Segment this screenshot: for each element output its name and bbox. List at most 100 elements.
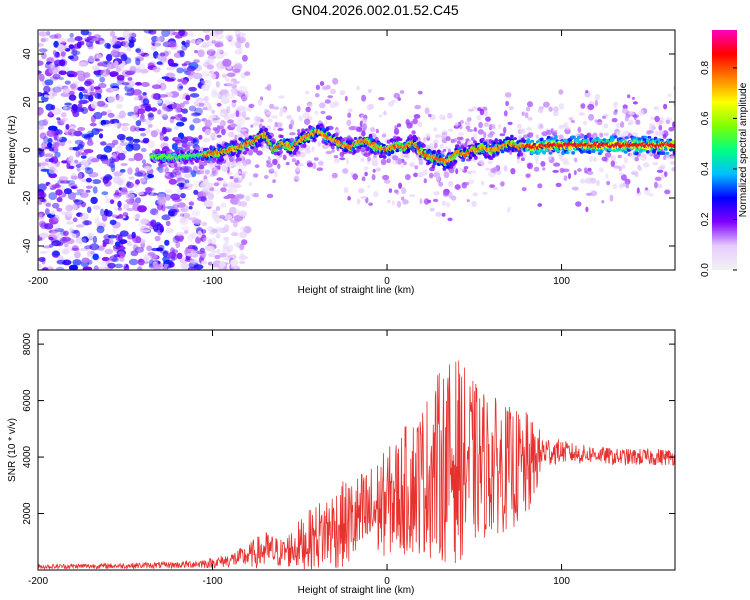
spectrogram-cell bbox=[161, 214, 171, 221]
spectrogram-cell bbox=[97, 62, 104, 67]
spectrogram-cell bbox=[601, 156, 608, 162]
spectrogram-cell bbox=[617, 154, 622, 159]
spectrogram-cell bbox=[84, 245, 93, 250]
spectrogram-cell bbox=[80, 155, 87, 159]
spectrogram-cell bbox=[180, 262, 189, 270]
spectrogram-cell bbox=[155, 212, 160, 217]
spectrogram-cell bbox=[334, 132, 339, 137]
spectrogram-cell bbox=[52, 73, 61, 80]
spectrogram-cell bbox=[226, 105, 231, 114]
spectrogram-cell bbox=[433, 191, 440, 196]
spectrogram-cell bbox=[186, 252, 194, 257]
spectrogram-cell bbox=[45, 115, 51, 123]
spectrogram-cell bbox=[173, 162, 178, 168]
spectrogram-cell bbox=[86, 206, 92, 214]
spectrogram-cell bbox=[223, 195, 231, 200]
spectrogram-cell bbox=[238, 128, 247, 132]
spectrogram-cell bbox=[135, 236, 142, 244]
spectrogram-cell bbox=[628, 119, 634, 126]
spectrogram-cell bbox=[137, 108, 146, 115]
spectrogram-cell bbox=[191, 251, 199, 258]
spectrogram-cell bbox=[77, 103, 83, 111]
spectrogram-cell bbox=[363, 152, 371, 158]
spectrogram-cell bbox=[398, 182, 403, 189]
spectrogram-cell bbox=[405, 174, 411, 181]
spectrogram-cell bbox=[93, 34, 102, 39]
spectrogram-cell bbox=[479, 108, 485, 116]
spectrogram-cell bbox=[594, 93, 601, 101]
spectrogram-cell bbox=[71, 104, 78, 111]
spectrogram-cell bbox=[316, 167, 324, 171]
spectrogram-cell bbox=[603, 132, 609, 136]
spectrogram-cell bbox=[177, 83, 184, 91]
spectrogram-cell bbox=[579, 178, 586, 184]
spectrogram-cell bbox=[144, 187, 155, 191]
spectrogram-cell bbox=[174, 234, 185, 242]
spectrogram-cell bbox=[392, 155, 399, 161]
spectrogram-cell bbox=[187, 233, 194, 242]
spectrogram-cell bbox=[594, 99, 599, 107]
spectrogram-cell bbox=[41, 198, 47, 203]
spectrogram-cell bbox=[211, 228, 219, 234]
spectrogram-cell bbox=[256, 150, 263, 156]
spectrogram-cell bbox=[239, 253, 245, 258]
spectrogram-cell bbox=[353, 137, 358, 140]
spectrogram-cell bbox=[169, 77, 177, 81]
spectrogram-cell bbox=[138, 223, 144, 227]
spectrogram-cell bbox=[135, 167, 140, 173]
spectrogram-cell bbox=[132, 216, 140, 220]
spectrogram-cell bbox=[266, 193, 274, 199]
spectrogram-cell bbox=[135, 179, 140, 185]
spectrogram-cell bbox=[201, 260, 208, 265]
spectrogram-cell bbox=[211, 167, 219, 175]
spectrogram-cell bbox=[126, 200, 137, 205]
spectrogram-cell bbox=[399, 90, 405, 94]
spectrogram-cell bbox=[176, 67, 184, 74]
spectrogram-cell bbox=[547, 155, 552, 161]
spectrogram-cell bbox=[133, 153, 144, 161]
spectrogram-cell bbox=[238, 37, 245, 44]
spectrogram-cell bbox=[162, 163, 167, 168]
spectrogram-cell bbox=[270, 138, 275, 142]
spectrogram-cell bbox=[127, 167, 133, 175]
spectrogram-cell bbox=[38, 43, 44, 47]
spectrogram-cell bbox=[109, 219, 117, 225]
x-tick-label: 100 bbox=[553, 276, 570, 287]
spectrogram-cell bbox=[314, 110, 319, 115]
spectrogram-cell bbox=[92, 235, 98, 244]
spectrogram-cells bbox=[38, 30, 675, 270]
spectrogram-cell bbox=[627, 94, 631, 99]
spectrogram-cell bbox=[370, 127, 376, 133]
spectrogram-cell bbox=[66, 156, 74, 165]
spectrogram-cell bbox=[442, 191, 449, 197]
spectrogram-cell bbox=[611, 118, 618, 123]
spectrogram-cell bbox=[166, 66, 176, 71]
spectrogram-cell bbox=[128, 157, 136, 162]
spectrogram-cell bbox=[38, 31, 48, 37]
spectrogram-cell bbox=[667, 93, 672, 98]
spectrogram-cell bbox=[438, 181, 444, 187]
spectrogram-cell bbox=[245, 195, 251, 202]
spectrogram-cell bbox=[164, 171, 174, 180]
spectrogram-cell bbox=[38, 125, 45, 130]
spectrogram-cell bbox=[86, 86, 92, 93]
spectrogram-cell bbox=[48, 111, 53, 117]
spectrogram-cell bbox=[653, 106, 660, 111]
spectrogram-cell bbox=[145, 186, 153, 195]
spectrogram-cell bbox=[446, 201, 451, 208]
spectrogram-cell bbox=[634, 151, 639, 156]
spectrogram-cell bbox=[417, 90, 423, 95]
spectrogram-cell bbox=[360, 157, 365, 162]
spectrogram-cell bbox=[612, 183, 618, 190]
spectrogram-cell bbox=[89, 91, 96, 96]
spectrogram-cell bbox=[44, 79, 54, 86]
spectrogram-cell bbox=[72, 259, 82, 266]
spectrogram-cell bbox=[114, 263, 124, 269]
spectrogram-cell bbox=[184, 173, 192, 179]
spectrogram-cell bbox=[171, 103, 182, 110]
spectrogram-cell bbox=[508, 106, 514, 110]
spectrogram-cell bbox=[80, 30, 89, 36]
spectrogram-cell bbox=[152, 66, 161, 73]
spectrogram-cell bbox=[159, 250, 169, 254]
